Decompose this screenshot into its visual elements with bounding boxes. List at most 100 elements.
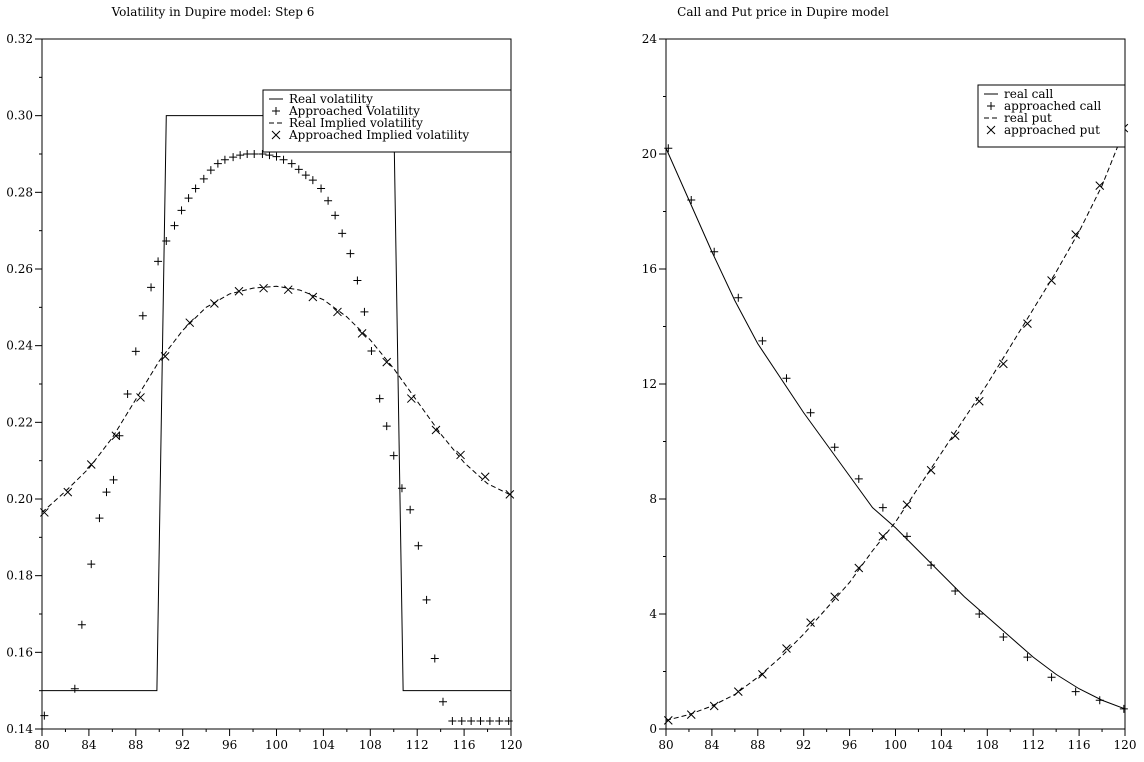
approached-volatility-point <box>353 276 362 285</box>
approached-call-point <box>999 633 1008 641</box>
approached-put-point <box>806 618 815 627</box>
approached-implied-volatility-point <box>234 286 244 296</box>
call-put-y-tick-label: 16 <box>642 262 657 276</box>
real-put-line <box>666 127 1125 721</box>
approached-volatility-point <box>236 151 245 160</box>
volatility-x-tick-label: 96 <box>222 738 237 752</box>
approached-put-legend-label: approached put <box>1004 123 1100 137</box>
volatility-x-tick-label: 108 <box>359 738 382 752</box>
approached-call-point <box>902 532 911 541</box>
approached-implied-volatility-point <box>308 292 318 302</box>
approached-implied-volatility-points <box>39 283 515 517</box>
approached-volatility-point <box>40 711 49 720</box>
approached-volatility-point <box>279 155 288 164</box>
approached-volatility-point <box>229 153 238 162</box>
approached-volatility-point <box>457 716 466 725</box>
volatility-x-tick-label: 116 <box>453 738 476 752</box>
volatility-y-tick-label: 0.28 <box>6 185 33 199</box>
approached-volatility-point <box>95 514 104 523</box>
approached-volatility-point <box>87 560 96 569</box>
approached-implied-volatility-point <box>505 490 515 499</box>
volatility-y-tick-label: 0.26 <box>6 262 33 276</box>
approached-implied-volatility-point <box>382 357 392 367</box>
volatility-legend-box <box>262 89 512 153</box>
call-put-x-tick-label: 112 <box>1022 738 1045 752</box>
approached-call-point <box>1047 673 1056 682</box>
approached-volatility-point <box>324 196 333 205</box>
approached-implied-volatility-point <box>431 425 441 435</box>
approached-call-point <box>1095 696 1104 705</box>
approached-volatility-point <box>375 394 384 403</box>
real-implied-volatility-legend-label: Real Implied volatility <box>289 116 423 130</box>
approached-volatility-point <box>467 716 476 725</box>
approached-put-point <box>663 716 673 725</box>
approached-implied-volatility-point <box>456 450 465 460</box>
approached-put-point <box>758 670 767 679</box>
approached-volatility-point <box>138 311 147 320</box>
call-put-x-tick-label: 108 <box>976 738 999 752</box>
volatility-series-group <box>39 115 515 725</box>
approached-volatility-point <box>422 595 431 604</box>
approached-put-point <box>974 396 984 406</box>
call-put-x-tick-label: 116 <box>1068 738 1091 752</box>
real-volatility-legend-label: Real volatility <box>289 92 373 106</box>
approached-implied-volatility-legend-swatch <box>271 130 281 140</box>
approached-call-points <box>664 144 1128 713</box>
volatility-y-tick-label: 0.18 <box>6 569 33 583</box>
approached-volatility-point <box>495 716 504 725</box>
approached-volatility-point <box>147 283 156 292</box>
approached-implied-volatility-point <box>259 283 268 293</box>
volatility-y-tick-label: 0.22 <box>6 415 33 429</box>
approached-put-point <box>830 592 840 602</box>
approached-implied-volatility-point <box>111 431 121 441</box>
approached-volatility-point <box>448 716 457 725</box>
approached-put-point <box>878 532 888 541</box>
call-put-chart: Call and Put price in Dupire model 80 84 8… <box>642 5 1137 752</box>
approached-volatility-point <box>177 206 186 215</box>
approached-volatility-point <box>485 716 494 725</box>
approached-put-point <box>926 465 936 475</box>
approached-put-point <box>1047 276 1056 285</box>
approached-volatility-point <box>389 451 398 460</box>
volatility-y-tick-label: 0.32 <box>6 32 33 46</box>
approached-put-points <box>663 123 1129 725</box>
approached-put-point <box>1023 319 1032 328</box>
approached-implied-volatility-point <box>86 460 96 469</box>
approached-implied-volatility-legend-label: Approached Implied volatility <box>288 128 469 142</box>
volatility-x-axis: 80 84 88 92 96 100 104 108 112 116 120 <box>34 729 522 752</box>
approached-implied-volatility-point <box>480 472 490 482</box>
approached-volatility-point <box>438 697 447 706</box>
approached-volatility-point <box>476 716 485 725</box>
volatility-x-tick-label: 84 <box>81 738 97 752</box>
approached-volatility-point <box>170 221 179 230</box>
call-put-x-tick-label: 84 <box>704 738 720 752</box>
approached-call-legend-label: approached call <box>1004 99 1101 113</box>
call-put-x-tick-label: 92 <box>796 738 811 752</box>
approached-put-point <box>709 701 719 711</box>
approached-call-point <box>758 336 767 345</box>
call-put-chart-title: Call and Put price in Dupire model <box>677 5 889 19</box>
approached-volatility-point <box>287 159 296 168</box>
approached-volatility-point <box>131 347 140 356</box>
approached-put-point <box>999 359 1008 369</box>
approached-call-point <box>782 374 791 383</box>
volatility-x-tick-label: 100 <box>265 738 288 752</box>
approached-volatility-point <box>414 541 423 550</box>
approached-volatility-point <box>191 184 200 193</box>
approached-call-point <box>710 247 719 256</box>
volatility-y-axis: 0.14 0.16 0.18 0.20 0.22 0.24 0.26 0.28 0.30 0.32 <box>6 32 42 736</box>
approached-implied-volatility-point <box>63 487 73 497</box>
approached-implied-volatility-point <box>136 393 145 402</box>
volatility-y-tick-label: 0.24 <box>6 339 33 353</box>
call-put-x-tick-label: 104 <box>930 738 953 752</box>
approached-call-point <box>664 144 673 153</box>
approached-call-point <box>878 503 887 512</box>
approached-implied-volatility-point <box>185 318 195 328</box>
volatility-chart: Volatility in Dupire model: Step 6 80 84 8… <box>6 5 522 752</box>
approached-volatility-point <box>154 257 163 266</box>
approached-volatility-point <box>367 347 376 356</box>
approached-call-point <box>1119 704 1128 713</box>
call-put-y-tick-label: 8 <box>649 492 657 506</box>
approached-volatility-point <box>346 249 355 258</box>
